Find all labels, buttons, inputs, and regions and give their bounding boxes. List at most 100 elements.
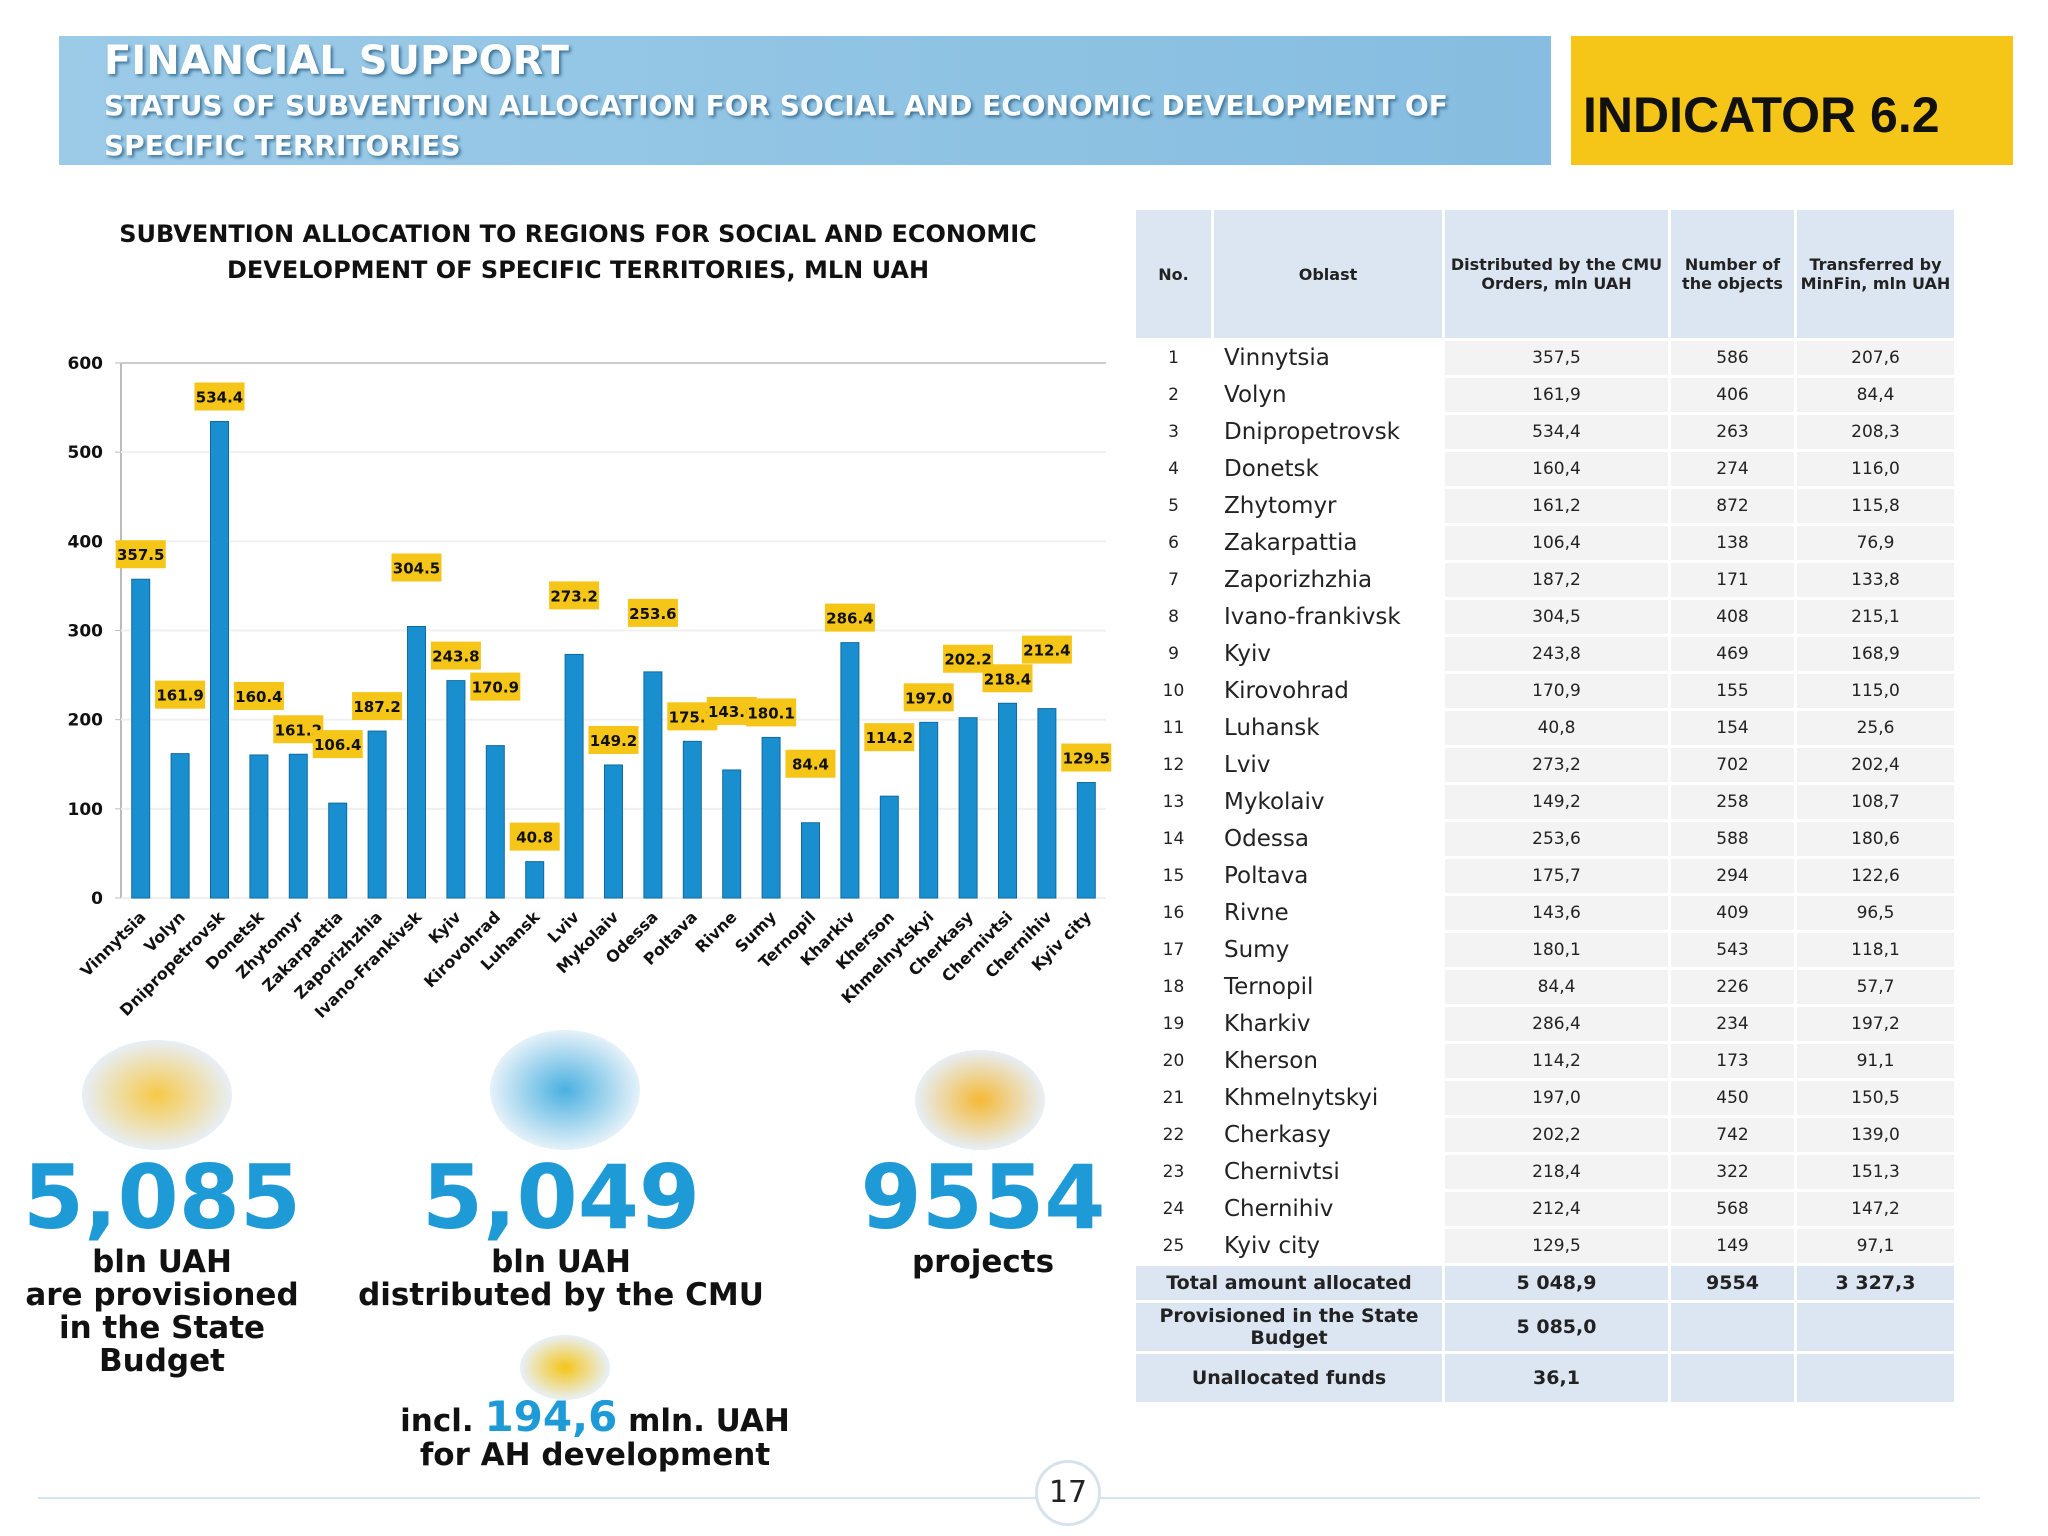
bar <box>564 653 584 899</box>
table-cell: 40,8 <box>1445 711 1668 745</box>
table-cell: Zaporizhzhia <box>1214 563 1442 597</box>
table-cell: Sumy <box>1214 933 1442 967</box>
value-label: 84.4 <box>792 756 829 774</box>
note-prefix: incl. <box>400 1403 474 1439</box>
value-label: 357.5 <box>117 546 164 564</box>
note: incl. 194,6 mln. UAH for AH development <box>380 1396 810 1473</box>
table-cell: 149,2 <box>1445 785 1668 819</box>
table-cell: 6 <box>1136 526 1211 560</box>
table-cell: 3 <box>1136 415 1211 449</box>
stat-text: bln UAH <box>92 1244 232 1280</box>
value-label-box <box>824 603 875 632</box>
table-cell: 274 <box>1671 452 1794 486</box>
column-header: Number of the objects <box>1671 210 1794 338</box>
table-row: 22 Cherkasy 202,2 742 139,0 <box>1136 1118 1954 1152</box>
table-cell: 534,4 <box>1445 415 1668 449</box>
bar <box>761 736 781 899</box>
table-cell: Poltava <box>1214 859 1442 893</box>
value-label-box <box>1021 635 1072 664</box>
chart-title: SUBVENTION ALLOCATION TO REGIONS FOR SOC… <box>119 220 1037 284</box>
table-cell: 168,9 <box>1797 637 1954 671</box>
table-cell: 173 <box>1671 1044 1794 1078</box>
bar <box>919 721 939 899</box>
table-cell: Volyn <box>1214 378 1442 412</box>
value-label: 202.2 <box>944 651 991 669</box>
table-cell: 9 <box>1136 637 1211 671</box>
table-row: 10 Kirovohrad 170,9 155 115,0 <box>1136 674 1954 708</box>
table-cell: 170,9 <box>1445 674 1668 708</box>
value-label: 149.2 <box>590 732 637 750</box>
note-suffix: mln. UAH <box>628 1403 790 1439</box>
value-label-box <box>588 725 639 754</box>
table-cell: 91,1 <box>1797 1044 1954 1078</box>
total-cell <box>1671 1303 1794 1351</box>
stat-distributed: 5,049 bln UAH distributed by the CMU <box>341 1150 781 1312</box>
stat-text: Budget <box>99 1343 225 1379</box>
bar <box>249 754 269 899</box>
bar <box>958 717 978 899</box>
table-cell: 202,2 <box>1445 1118 1668 1152</box>
bar <box>367 730 387 899</box>
table-cell: 7 <box>1136 563 1211 597</box>
y-tick-label: 300 <box>68 622 104 642</box>
table-cell: Chernihiv <box>1214 1192 1442 1226</box>
table-row: 2 Volyn 161,9 406 84,4 <box>1136 378 1954 412</box>
table-cell: 4 <box>1136 452 1211 486</box>
value-label: 273.2 <box>550 587 597 605</box>
table-row: 19 Kharkiv 286,4 234 197,2 <box>1136 1007 1954 1041</box>
table-cell: 116,0 <box>1797 452 1954 486</box>
table-cell: 197,2 <box>1797 1007 1954 1041</box>
value-label: 143.6 <box>708 703 755 721</box>
table-cell: Mykolaiv <box>1214 785 1442 819</box>
indicator: INDICATOR 6.2 <box>1571 36 2013 165</box>
bar <box>1076 782 1096 899</box>
table-cell: 133,8 <box>1797 563 1954 597</box>
table-row: 9 Kyiv 243,8 469 168,9 <box>1136 637 1954 671</box>
table-cell: 84,4 <box>1445 970 1668 1004</box>
table-cell: 161,9 <box>1445 378 1668 412</box>
value-label-box <box>155 680 206 709</box>
note-line: for AH development <box>419 1437 771 1473</box>
value-label: 197.0 <box>905 689 952 707</box>
stat-provisioned: 5,085 bln UAH are provisioned in the State B… <box>12 1150 312 1378</box>
table-row: 6 Zakarpattia 106,4 138 76,9 <box>1136 526 1954 560</box>
table-cell: 304,5 <box>1445 600 1668 634</box>
header-band: FINANCIAL SUPPORT STATUS OF SUBVENTION A… <box>59 36 1551 165</box>
table-cell: 16 <box>1136 896 1211 930</box>
table-cell: 19 <box>1136 1007 1211 1041</box>
table-cell: 215,1 <box>1797 600 1954 634</box>
value-label: 160.4 <box>235 688 282 706</box>
table-cell: 742 <box>1671 1118 1794 1152</box>
value-label: 161.2 <box>275 721 322 739</box>
table-cell: 160,4 <box>1445 452 1668 486</box>
table-cell: 226 <box>1671 970 1794 1004</box>
bar <box>446 680 466 899</box>
table-cell: 406 <box>1671 378 1794 412</box>
table-cell: Vinnytsia <box>1214 341 1442 375</box>
table-cell: Ivano-frankivsk <box>1214 600 1442 634</box>
table-cell: 171 <box>1671 563 1794 597</box>
stat-text: projects <box>911 1244 1055 1280</box>
table-cell: 24 <box>1136 1192 1211 1226</box>
table-cell: Chernivtsi <box>1214 1155 1442 1189</box>
total-row: Unallocated funds 36,1 <box>1136 1354 1954 1402</box>
bar <box>879 795 899 899</box>
table-cell: 12 <box>1136 748 1211 782</box>
total-cell: 5 085,0 <box>1445 1303 1668 1351</box>
table-row: 17 Sumy 180,1 543 118,1 <box>1136 933 1954 967</box>
bar <box>998 702 1017 899</box>
table-row: 13 Mykolaiv 149,2 258 108,7 <box>1136 785 1954 819</box>
value-label-box <box>312 730 363 759</box>
stat-text: bln UAH <box>491 1244 631 1280</box>
table-cell: 22 <box>1136 1118 1211 1152</box>
table-cell: 13 <box>1136 785 1211 819</box>
table-cell: Khmelnytskyi <box>1214 1081 1442 1115</box>
table-cell: 273,2 <box>1445 748 1668 782</box>
table-cell: 143,6 <box>1445 896 1668 930</box>
table-row: 23 Chernivtsi 218,4 322 151,3 <box>1136 1155 1954 1189</box>
table-cell: 218,4 <box>1445 1155 1668 1189</box>
value-label: 161.9 <box>156 687 203 705</box>
table-cell: 114,2 <box>1445 1044 1668 1078</box>
table-cell: 150,5 <box>1797 1081 1954 1115</box>
